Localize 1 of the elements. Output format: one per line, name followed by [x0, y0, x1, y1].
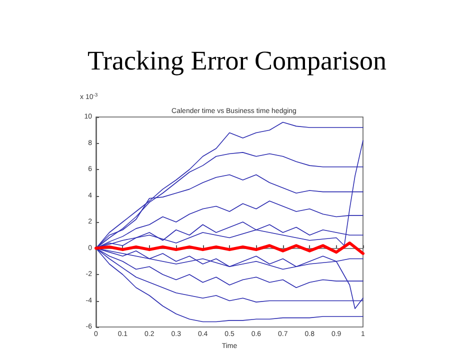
chart-title: Tracking Error Comparison — [88, 46, 387, 76]
